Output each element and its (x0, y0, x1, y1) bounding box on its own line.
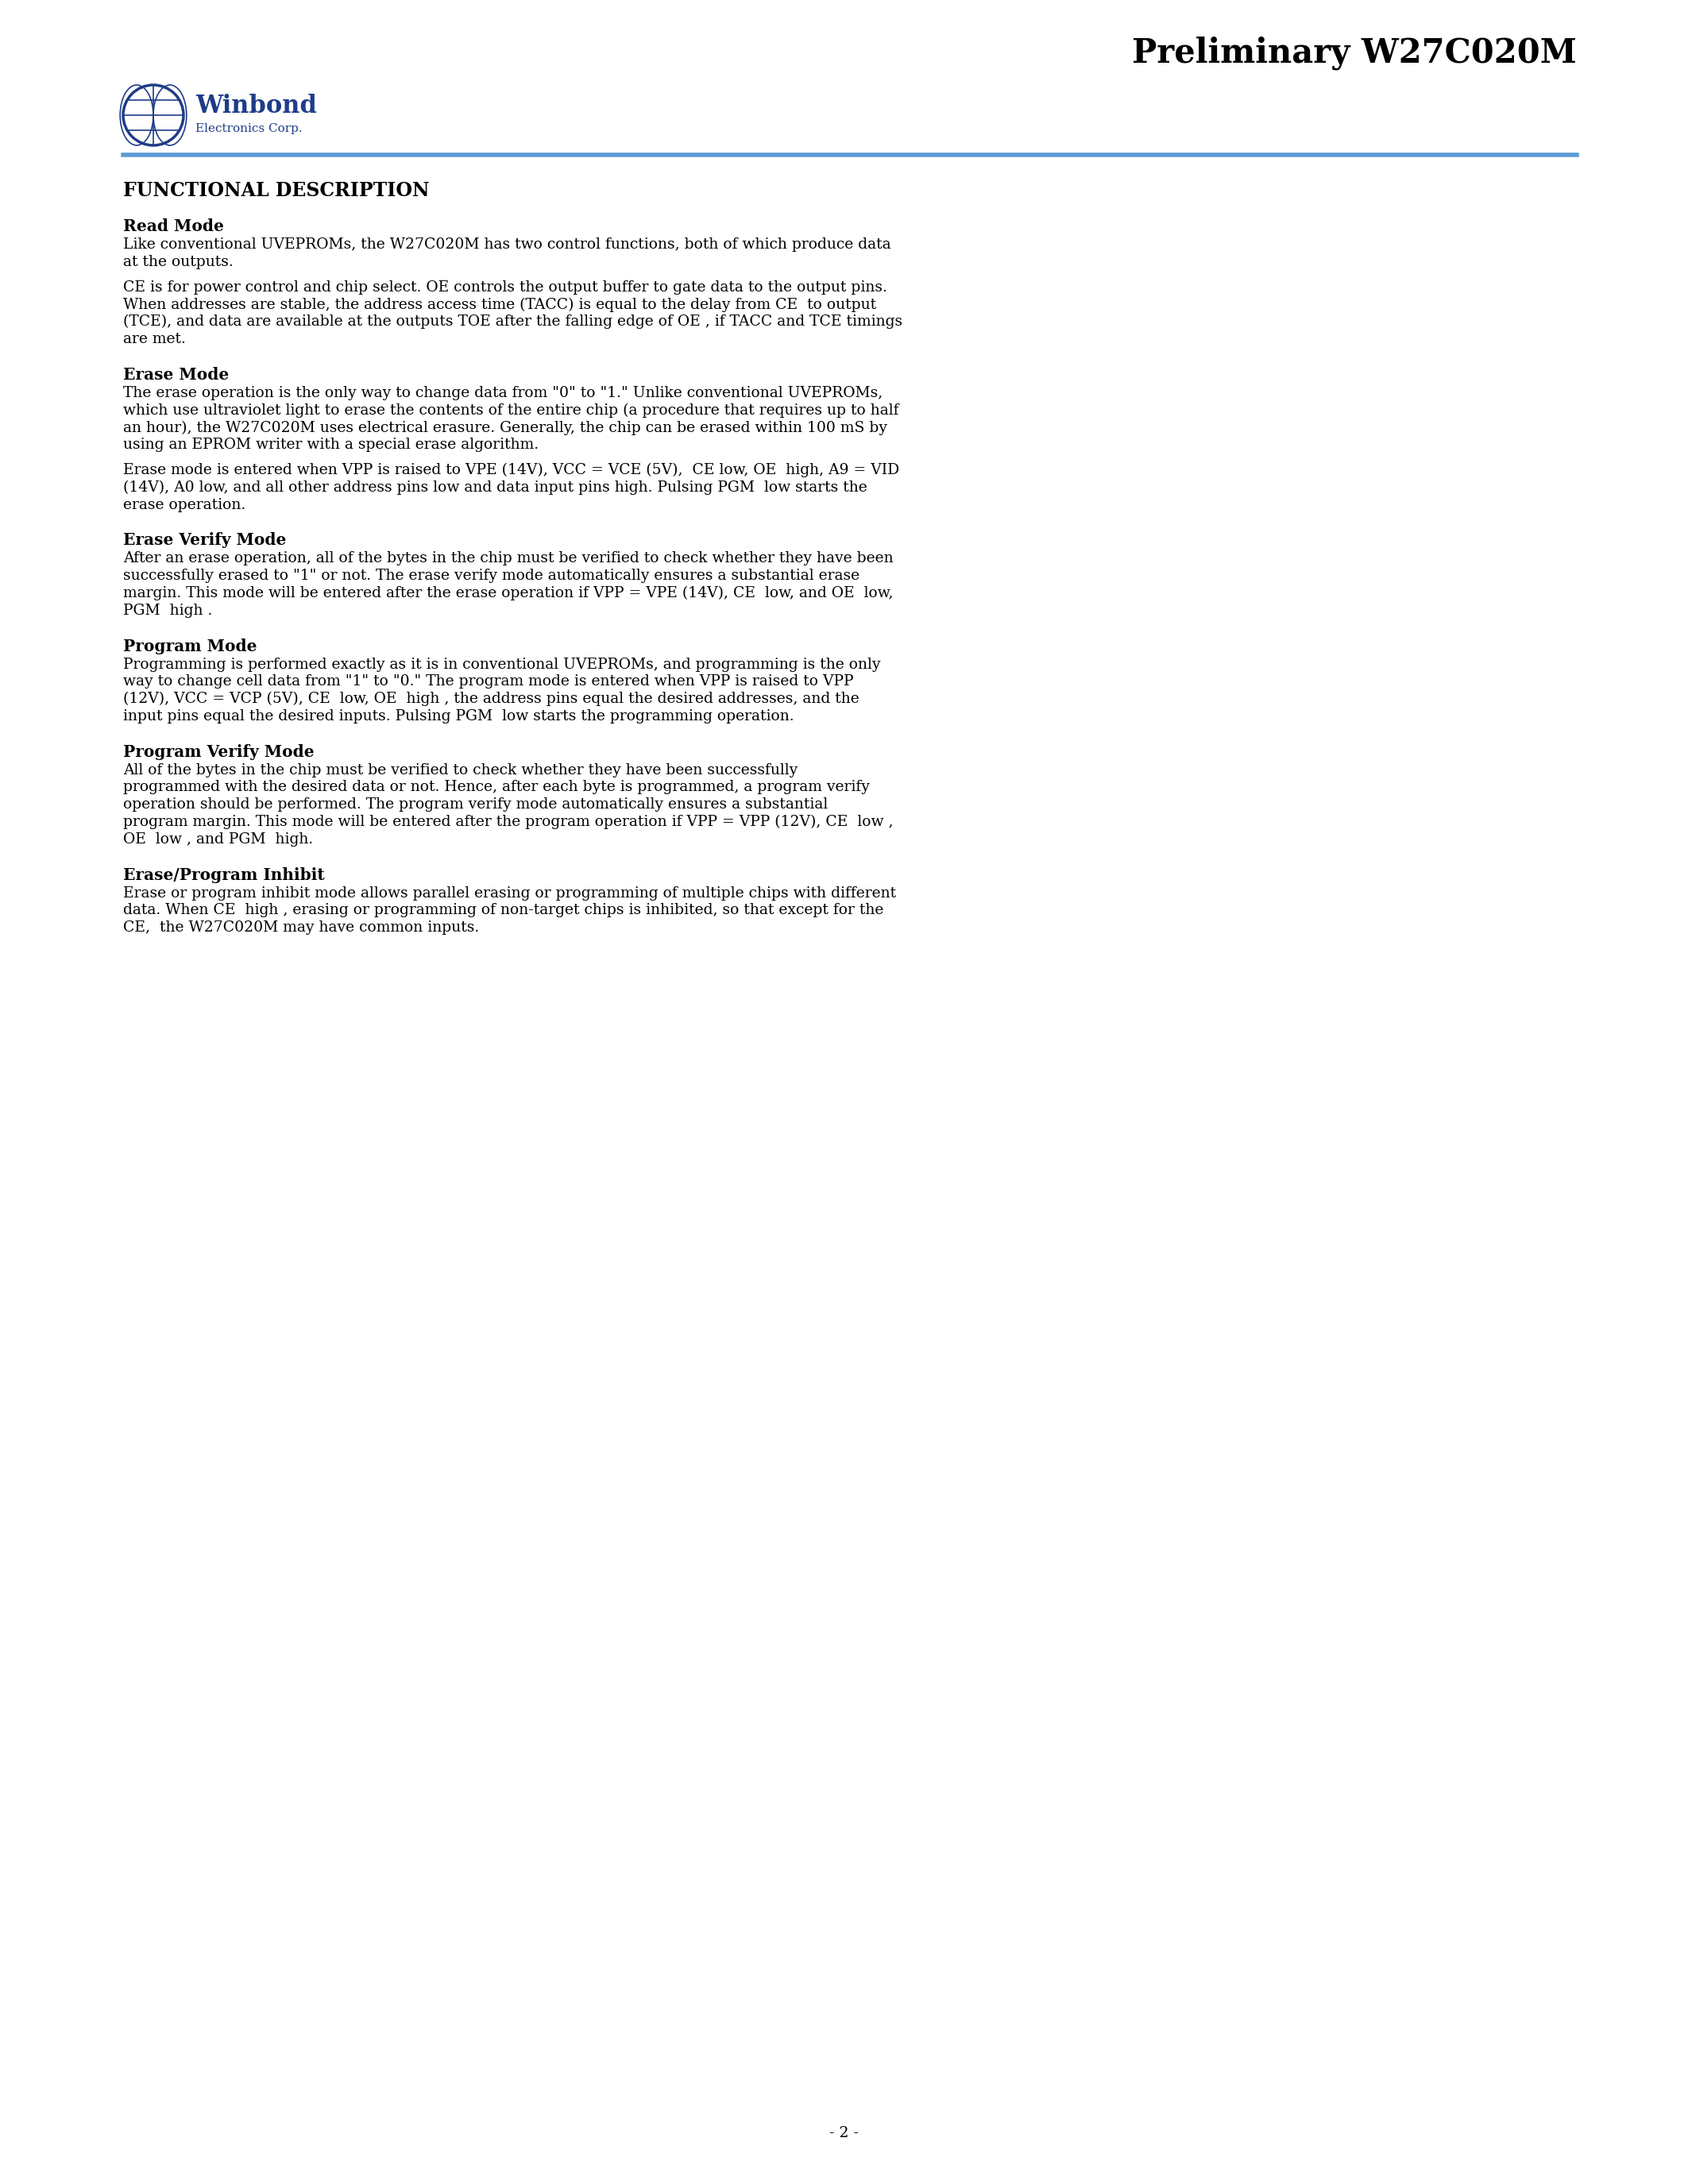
Text: Read Mode: Read Mode (123, 218, 225, 234)
Text: (14V), A0 low, and all other address pins low and data input pins high. Pulsing : (14V), A0 low, and all other address pin… (123, 480, 868, 496)
Text: Erase mode is entered when VPP is raised to VPE (14V), VCC = VCE (5V),  CE low, : Erase mode is entered when VPP is raised… (123, 463, 900, 478)
Text: successfully erased to "1" or not. The erase verify mode automatically ensures a: successfully erased to "1" or not. The e… (123, 568, 859, 583)
Text: Program Verify Mode: Program Verify Mode (123, 745, 314, 760)
Text: - 2 -: - 2 - (829, 2125, 859, 2140)
Text: The erase operation is the only way to change data from "0" to "1." Unlike conve: The erase operation is the only way to c… (123, 387, 883, 400)
Text: using an EPROM writer with a special erase algorithm.: using an EPROM writer with a special era… (123, 437, 538, 452)
Text: programmed with the desired data or not. Hence, after each byte is programmed, a: programmed with the desired data or not.… (123, 780, 869, 795)
Text: Erase Verify Mode: Erase Verify Mode (123, 533, 287, 548)
Text: margin. This mode will be entered after the erase operation if VPP = VPE (14V), : margin. This mode will be entered after … (123, 585, 893, 601)
Text: input pins equal the desired inputs. Pulsing PGM  low starts the programming ope: input pins equal the desired inputs. Pul… (123, 710, 793, 723)
Text: Winbond: Winbond (196, 94, 317, 118)
Text: Like conventional UVEPROMs, the W27C020M has two control functions, both of whic: Like conventional UVEPROMs, the W27C020M… (123, 238, 891, 251)
Text: which use ultraviolet light to erase the contents of the entire chip (a procedur: which use ultraviolet light to erase the… (123, 404, 898, 417)
Text: Program Mode: Program Mode (123, 638, 257, 653)
Text: erase operation.: erase operation. (123, 498, 246, 511)
Text: CE,  the W27C020M may have common inputs.: CE, the W27C020M may have common inputs. (123, 922, 479, 935)
Text: PGM  high .: PGM high . (123, 603, 213, 618)
Text: Electronics Corp.: Electronics Corp. (196, 122, 302, 133)
Text: OE  low , and PGM  high.: OE low , and PGM high. (123, 832, 314, 847)
Text: Erase or program inhibit mode allows parallel erasing or programming of multiple: Erase or program inhibit mode allows par… (123, 887, 896, 900)
Text: program margin. This mode will be entered after the program operation if VPP = V: program margin. This mode will be entere… (123, 815, 893, 830)
Text: Erase Mode: Erase Mode (123, 367, 230, 382)
Text: are met.: are met. (123, 332, 186, 347)
Text: After an erase operation, all of the bytes in the chip must be verified to check: After an erase operation, all of the byt… (123, 550, 893, 566)
Text: CE is for power control and chip select. OE controls the output buffer to gate d: CE is for power control and chip select.… (123, 280, 888, 295)
Text: Programming is performed exactly as it is in conventional UVEPROMs, and programm: Programming is performed exactly as it i… (123, 657, 881, 670)
Text: When addresses are stable, the address access time (TACC) is equal to the delay : When addresses are stable, the address a… (123, 297, 876, 312)
Text: (12V), VCC = VCP (5V), CE  low, OE  high , the address pins equal the desired ad: (12V), VCC = VCP (5V), CE low, OE high ,… (123, 692, 859, 705)
Text: operation should be performed. The program verify mode automatically ensures a s: operation should be performed. The progr… (123, 797, 827, 812)
Text: at the outputs.: at the outputs. (123, 256, 233, 269)
Text: Erase/Program Inhibit: Erase/Program Inhibit (123, 867, 324, 882)
Text: Preliminary W27C020M: Preliminary W27C020M (1133, 37, 1577, 70)
Text: way to change cell data from "1" to "0." The program mode is entered when VPP is: way to change cell data from "1" to "0."… (123, 675, 854, 688)
Text: an hour), the W27C020M uses electrical erasure. Generally, the chip can be erase: an hour), the W27C020M uses electrical e… (123, 419, 888, 435)
Text: (TCE), and data are available at the outputs TOE after the falling edge of OE , : (TCE), and data are available at the out… (123, 314, 903, 330)
Text: FUNCTIONAL DESCRIPTION: FUNCTIONAL DESCRIPTION (123, 181, 429, 201)
Text: data. When CE  high , erasing or programming of non-target chips is inhibited, s: data. When CE high , erasing or programm… (123, 904, 883, 917)
Text: All of the bytes in the chip must be verified to check whether they have been su: All of the bytes in the chip must be ver… (123, 762, 798, 778)
